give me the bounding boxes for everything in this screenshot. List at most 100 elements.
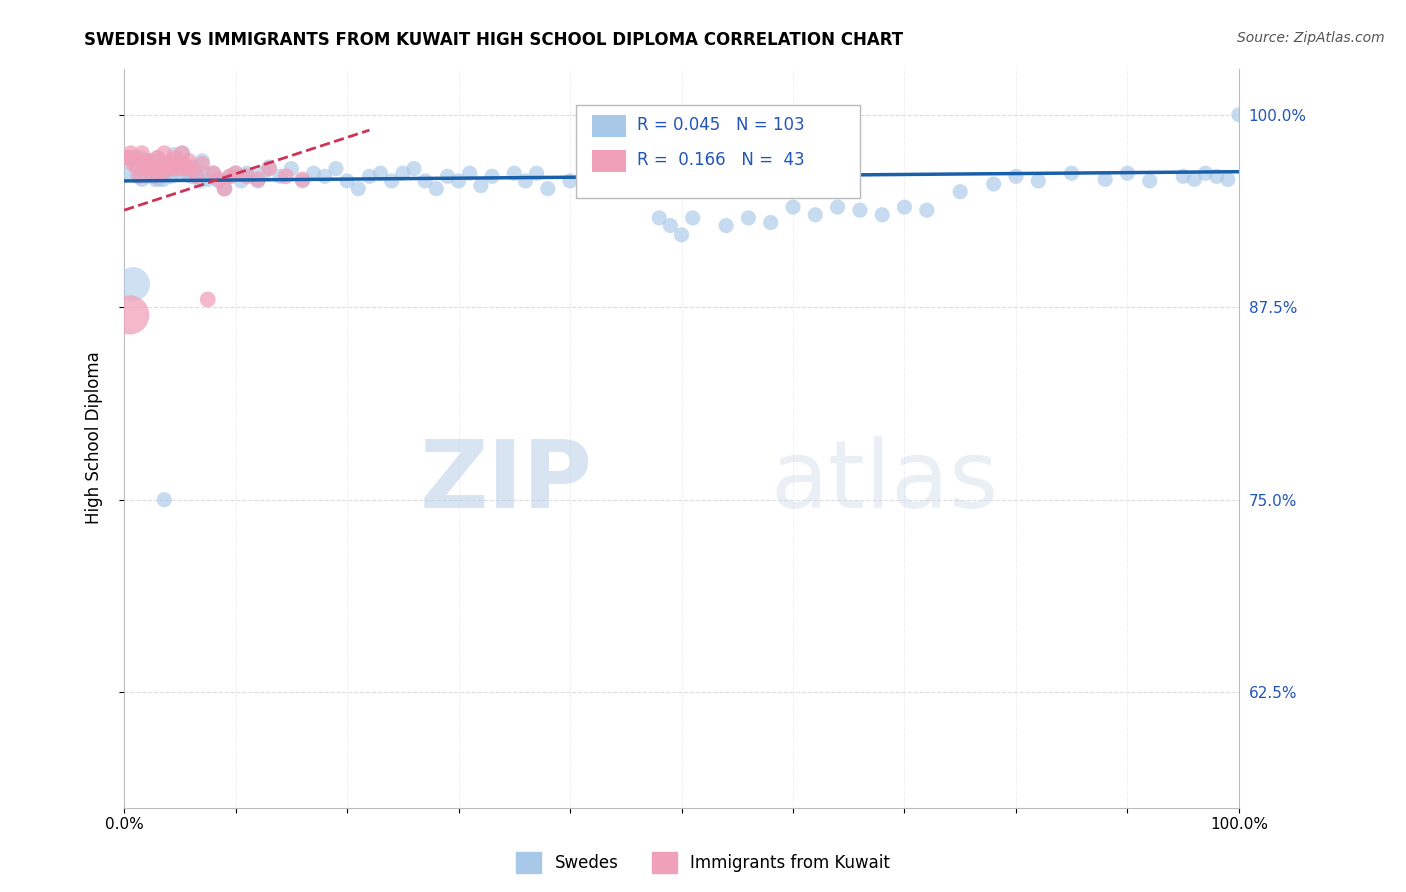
Point [347,181,370,195]
Point [142,169,165,184]
Point [146,151,169,165]
Point [142,161,165,176]
Point [1194,166,1216,180]
Point [236,169,259,184]
Point [714,219,737,233]
Point [759,215,782,229]
Point [186,168,208,182]
Point [135,169,157,184]
Point [155,157,177,171]
Point [225,166,247,180]
Point [160,169,183,184]
Point [118,308,141,322]
Point [280,161,302,176]
Point [336,174,359,188]
Point [143,169,166,184]
Point [118,166,141,180]
Point [131,172,153,186]
Point [225,166,247,180]
Point [153,492,176,507]
Point [949,185,972,199]
Point [202,166,225,180]
Point [146,151,169,165]
Point [191,157,214,171]
Point [166,157,188,171]
Text: R = 0.045   N = 103: R = 0.045 N = 103 [637,117,804,135]
Text: SWEDISH VS IMMIGRANTS FROM KUWAIT HIGH SCHOOL DIPLOMA CORRELATION CHART: SWEDISH VS IMMIGRANTS FROM KUWAIT HIGH S… [84,31,904,49]
Point [172,146,194,161]
Point [804,208,827,222]
Point [458,166,481,180]
Point [1182,172,1205,186]
FancyBboxPatch shape [592,150,626,172]
Point [202,166,225,180]
Point [1139,174,1161,188]
Point [402,161,425,176]
Point [526,166,548,180]
Point [782,200,804,214]
Point [915,203,938,218]
Point [131,146,153,161]
Point [581,166,603,180]
Point [214,181,236,195]
Point [165,151,187,165]
Point [163,147,186,161]
Point [648,211,671,225]
Point [693,169,716,184]
Point [291,172,314,186]
Point [153,146,176,161]
Point [219,169,242,184]
Text: ZIP: ZIP [419,436,592,528]
Point [849,203,872,218]
Point [166,157,188,171]
Point [893,200,915,214]
Point [252,166,274,180]
Point [186,169,208,184]
Y-axis label: High School Diploma: High School Diploma [86,351,103,524]
Point [127,161,149,176]
Point [188,174,211,188]
Point [1026,174,1049,188]
Point [274,169,297,184]
Point [737,211,759,225]
Point [149,160,172,174]
Point [120,146,142,161]
Point [1227,108,1250,122]
Point [370,166,392,180]
Point [425,181,447,195]
Point [302,166,325,180]
Point [291,174,314,188]
Point [134,153,156,168]
Point [682,211,704,225]
Point [135,157,157,171]
Point [118,151,141,165]
FancyBboxPatch shape [592,115,626,137]
Point [208,172,231,186]
Point [413,174,436,188]
Text: R =  0.166   N =  43: R = 0.166 N = 43 [637,151,804,169]
Point [503,166,526,180]
Point [827,200,849,214]
Point [143,172,166,186]
Point [436,169,458,184]
Point [246,172,269,186]
Point [671,227,693,242]
Point [314,169,336,184]
Point [152,172,174,186]
Point [155,166,177,180]
Point [197,172,219,186]
Point [558,174,581,188]
Point [148,172,170,186]
Point [122,277,145,292]
Point [191,153,214,168]
Point [172,146,194,161]
Point [180,161,202,176]
Point [138,161,160,176]
Point [592,169,614,184]
Point [1116,166,1139,180]
Point [447,174,470,188]
Point [128,169,150,184]
Point [181,160,204,174]
Point [139,153,162,168]
Point [1060,166,1083,180]
